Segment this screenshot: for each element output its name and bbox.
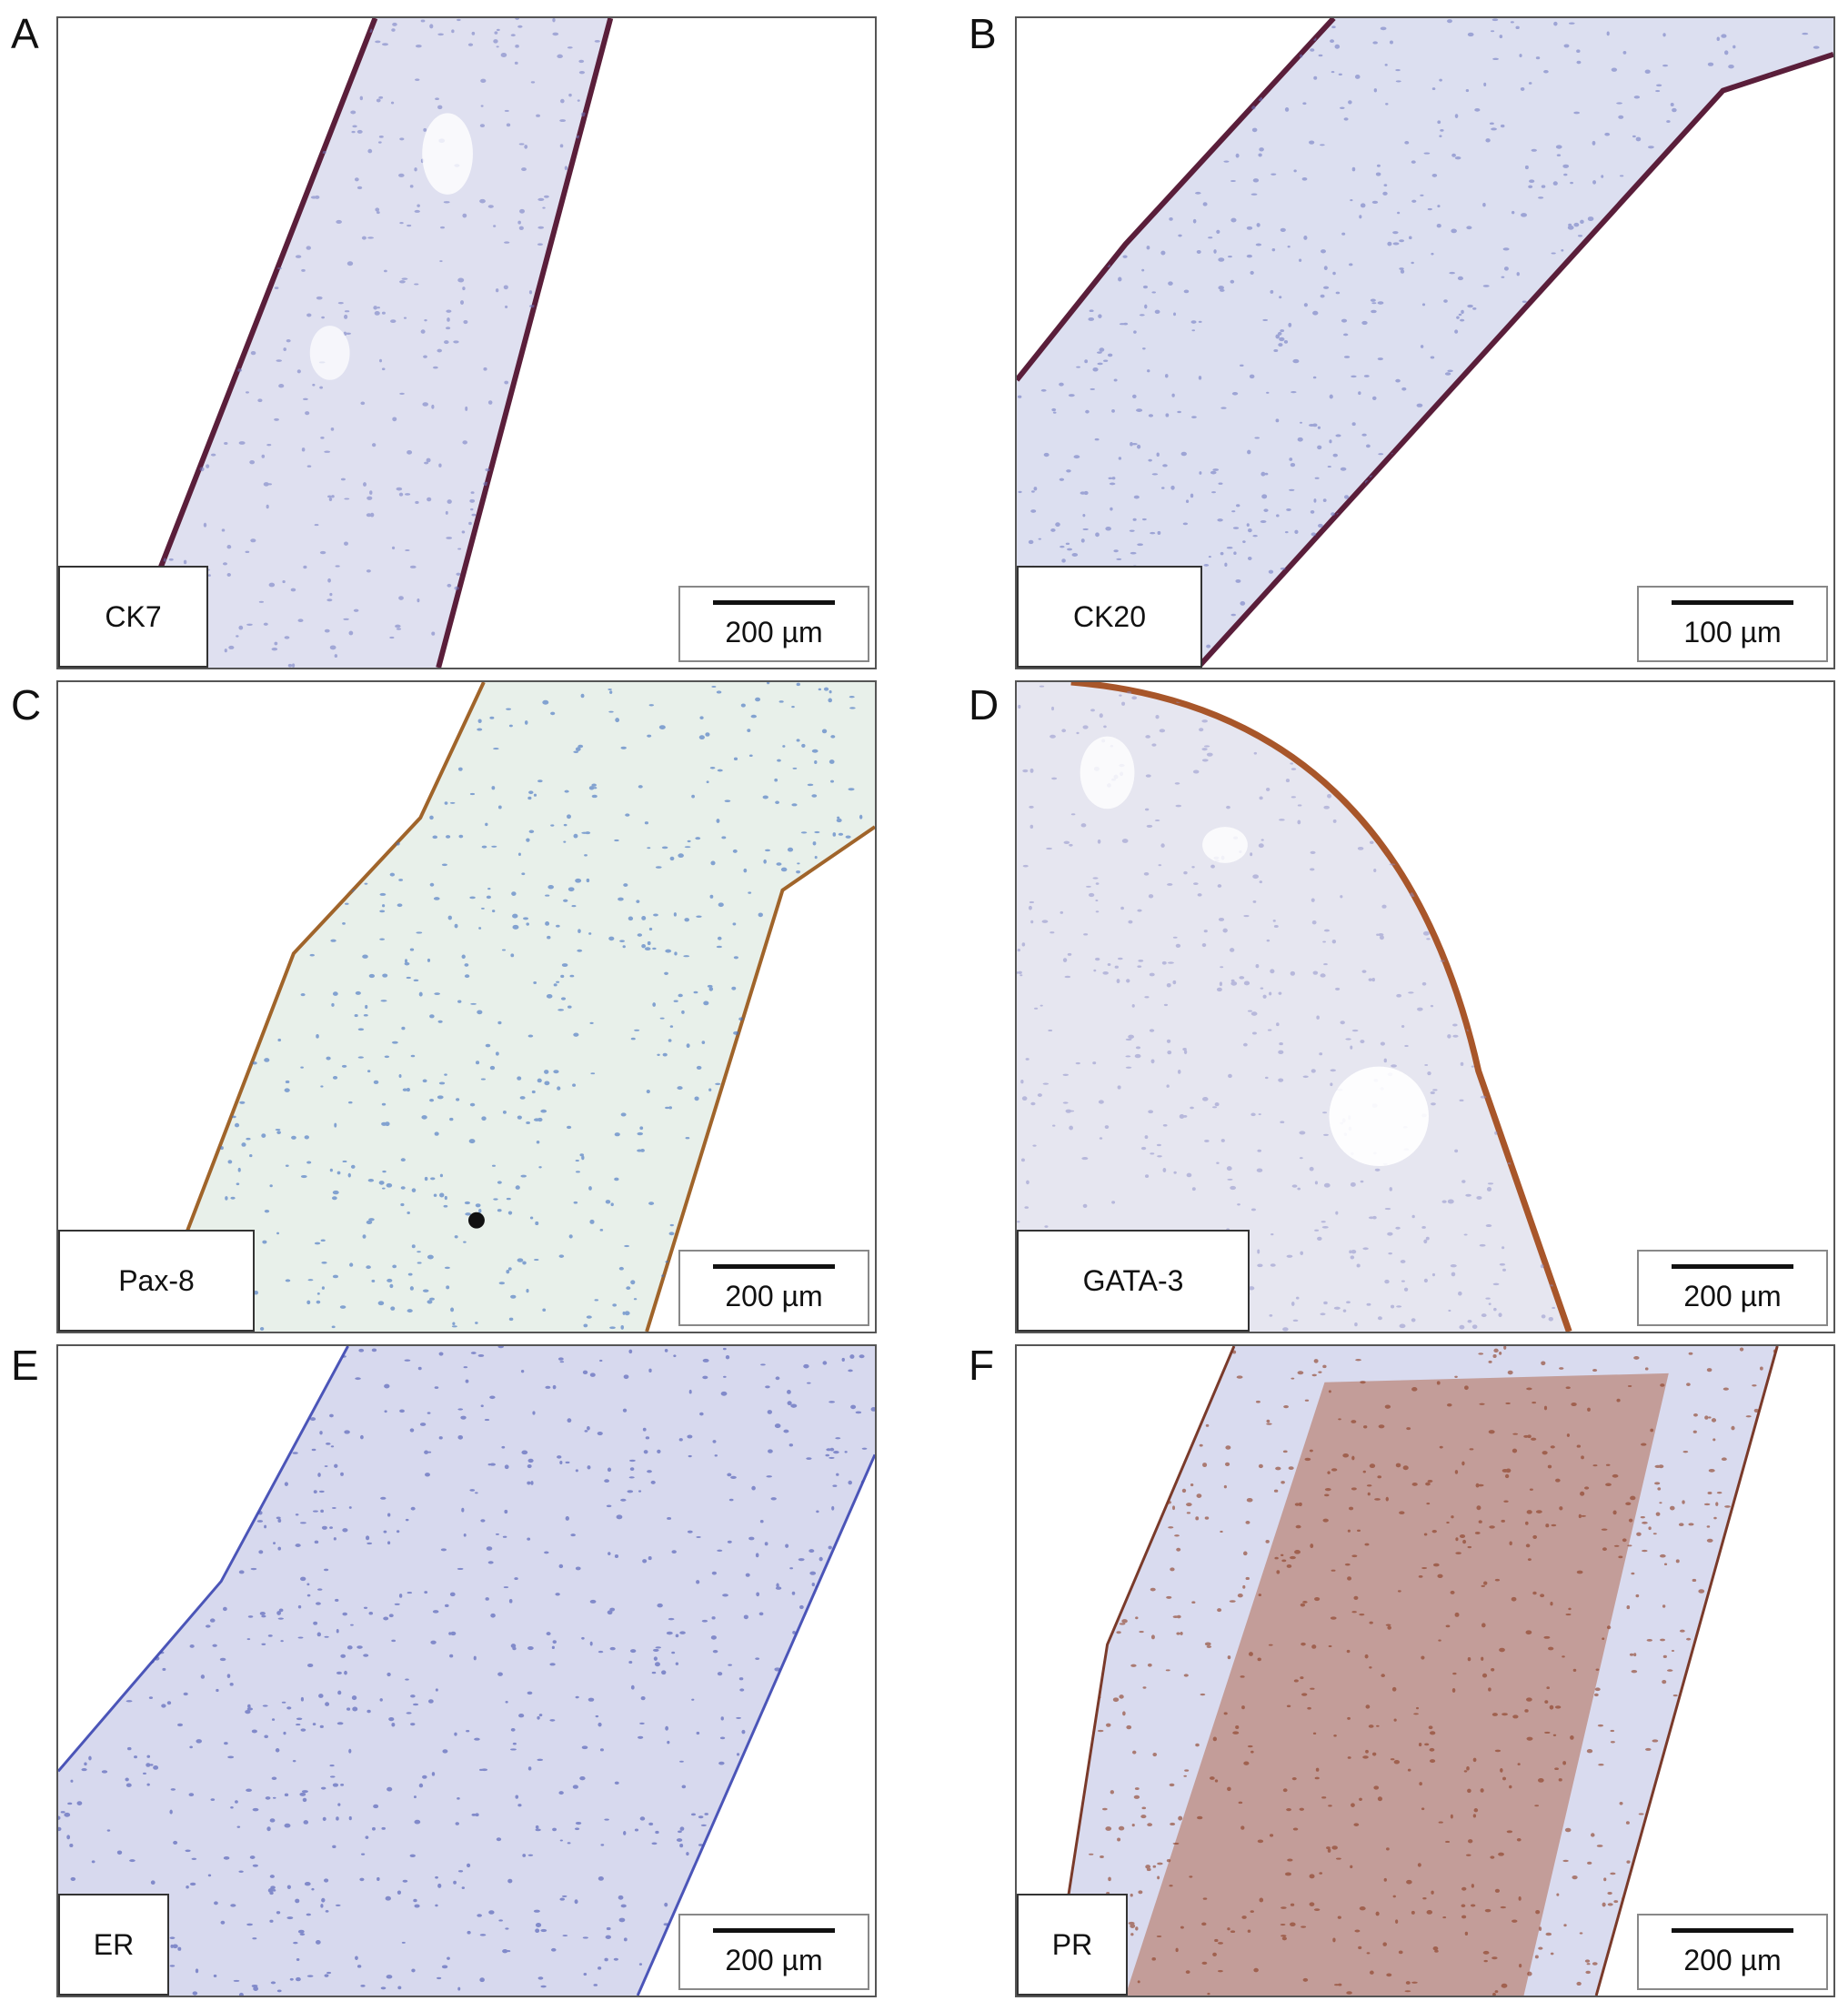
scale-bar <box>713 1264 835 1269</box>
stain-label: Pax-8 <box>118 1263 195 1297</box>
scale-label: 200 µm <box>1683 1280 1782 1312</box>
stain-label: PR <box>1051 1927 1093 1961</box>
panel-letter-f: F <box>969 1342 995 1389</box>
scale-bar-box: 200 µm <box>1637 1250 1828 1326</box>
scale-bar <box>713 1928 835 1933</box>
scale-bar-box: 200 µm <box>678 586 869 662</box>
scale-label: 200 µm <box>725 616 823 649</box>
panel-e-er: ER 200 µm <box>56 1344 877 1997</box>
stain-label-box: CK7 <box>58 566 208 668</box>
stain-label-box: ER <box>58 1894 169 1996</box>
panel-letter-b: B <box>969 10 997 57</box>
scale-bar-box: 200 µm <box>678 1914 869 1990</box>
panel-f-pr: PR 200 µm <box>1015 1344 1835 1997</box>
scale-bar <box>1672 1928 1793 1933</box>
stain-label: GATA-3 <box>1082 1263 1184 1297</box>
stain-label-box: Pax-8 <box>58 1230 255 1332</box>
tissue-section-image <box>1051 1346 1779 1996</box>
tissue-section-image <box>58 1346 875 1996</box>
stain-label-box: GATA-3 <box>1017 1230 1250 1332</box>
stain-label-box: PR <box>1017 1894 1128 1996</box>
panel-letter-e: E <box>11 1342 39 1389</box>
scale-label: 200 µm <box>1683 1944 1782 1976</box>
panel-b-ck20: CK20 100 µm <box>1015 16 1835 669</box>
scale-label: 200 µm <box>725 1280 823 1312</box>
scale-bar <box>1672 1264 1793 1269</box>
tissue-section-image <box>118 18 614 668</box>
stain-label: ER <box>93 1927 135 1961</box>
panel-c-pax8: Pax-8 200 µm <box>56 680 877 1333</box>
scale-bar-box: 200 µm <box>678 1250 869 1326</box>
panel-letter-c: C <box>11 681 42 729</box>
panel-d-gata3: GATA-3 200 µm <box>1015 680 1835 1333</box>
tissue-section-image <box>1017 682 1572 1332</box>
stain-label-box: CK20 <box>1017 566 1202 668</box>
scale-bar-box: 100 µm <box>1637 586 1828 662</box>
scale-bar-box: 200 µm <box>1637 1914 1828 1990</box>
panel-a-ck7: CK7 200 µm <box>56 16 877 669</box>
tissue-section-image <box>146 682 875 1332</box>
panel-letter-a: A <box>11 10 39 57</box>
panel-letter-d: D <box>969 681 999 729</box>
scale-bar <box>1672 600 1793 605</box>
scale-bar <box>713 600 835 605</box>
tissue-section-image <box>1017 18 1833 668</box>
stain-label: CK7 <box>105 599 162 633</box>
stain-label: CK20 <box>1072 599 1147 633</box>
scale-label: 200 µm <box>725 1944 823 1976</box>
scale-label: 100 µm <box>1683 616 1782 649</box>
